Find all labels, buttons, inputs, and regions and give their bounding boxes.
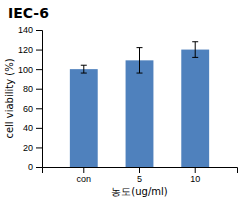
- x-tick-mark: [83, 167, 84, 173]
- y-tick-mark: [36, 108, 42, 109]
- y-tick: 0: [28, 162, 42, 172]
- y-axis: 0 20 40 60 80 100 120 140: [18, 25, 43, 172]
- error-bar-cap: [81, 65, 87, 66]
- y-tick-label: 100: [18, 65, 33, 75]
- error-bar-cap: [192, 41, 198, 42]
- x-axis-line: [43, 168, 238, 174]
- y-tick: 40: [23, 123, 42, 133]
- chart: IEC-6 0 20 40 60 80 100 120 140 con 5 10 cell viabil…: [0, 0, 247, 199]
- x-tick: con: [77, 167, 92, 184]
- y-tick-mark: [36, 30, 42, 31]
- y-tick-label: 120: [18, 45, 33, 55]
- y-tick: 120: [18, 45, 42, 55]
- error-bar-line: [195, 42, 196, 58]
- y-tick-mark: [36, 50, 42, 51]
- error-bar: [137, 48, 143, 73]
- x-tick-label: 10: [190, 174, 200, 184]
- bar: [126, 60, 154, 167]
- y-tick-label: 140: [18, 25, 33, 35]
- x-tick-mark: [195, 167, 196, 173]
- bar: [181, 50, 209, 167]
- title: IEC-6: [8, 5, 49, 21]
- x-tick-label: 5: [137, 174, 142, 184]
- y-tick-mark: [36, 89, 42, 90]
- y-tick: 80: [23, 84, 42, 94]
- y-tick: 140: [18, 25, 42, 35]
- y-tick-label: 40: [23, 123, 33, 133]
- error-bar-line: [139, 48, 140, 73]
- error-bar-cap: [192, 57, 198, 58]
- y-tick-label: 0: [28, 162, 33, 172]
- bar: [70, 69, 98, 167]
- error-bar-cap: [137, 47, 143, 48]
- error-bar-line: [83, 65, 84, 73]
- plot: 0 20 40 60 80 100 120 140 con 5 10: [18, 25, 238, 184]
- y-tick: 100: [18, 65, 42, 75]
- y-tick-label: 80: [23, 84, 33, 94]
- x-tick-mark: [139, 167, 140, 173]
- y-tick-label: 60: [23, 104, 33, 114]
- y-axis-title: cell viability (%): [4, 58, 15, 138]
- y-tick-mark: [36, 69, 42, 70]
- y-tick-mark: [36, 167, 42, 168]
- y-tick-mark: [36, 128, 42, 129]
- x-tick: 10: [190, 167, 200, 184]
- y-tick: 20: [23, 143, 42, 153]
- x-tick: 5: [137, 167, 142, 184]
- error-bar: [81, 65, 87, 73]
- error-bar-cap: [81, 73, 87, 74]
- y-tick-mark: [36, 147, 42, 148]
- y-axis-line: [36, 31, 43, 168]
- x-axis-title: 농도(ug/ml): [111, 186, 167, 197]
- y-tick: 60: [23, 104, 42, 114]
- x-axis: con 5 10: [43, 167, 238, 184]
- error-bar: [192, 42, 198, 58]
- y-tick-label: 20: [23, 143, 33, 153]
- error-bar-cap: [137, 73, 143, 74]
- marks: [70, 42, 209, 167]
- x-tick-label: con: [77, 174, 92, 184]
